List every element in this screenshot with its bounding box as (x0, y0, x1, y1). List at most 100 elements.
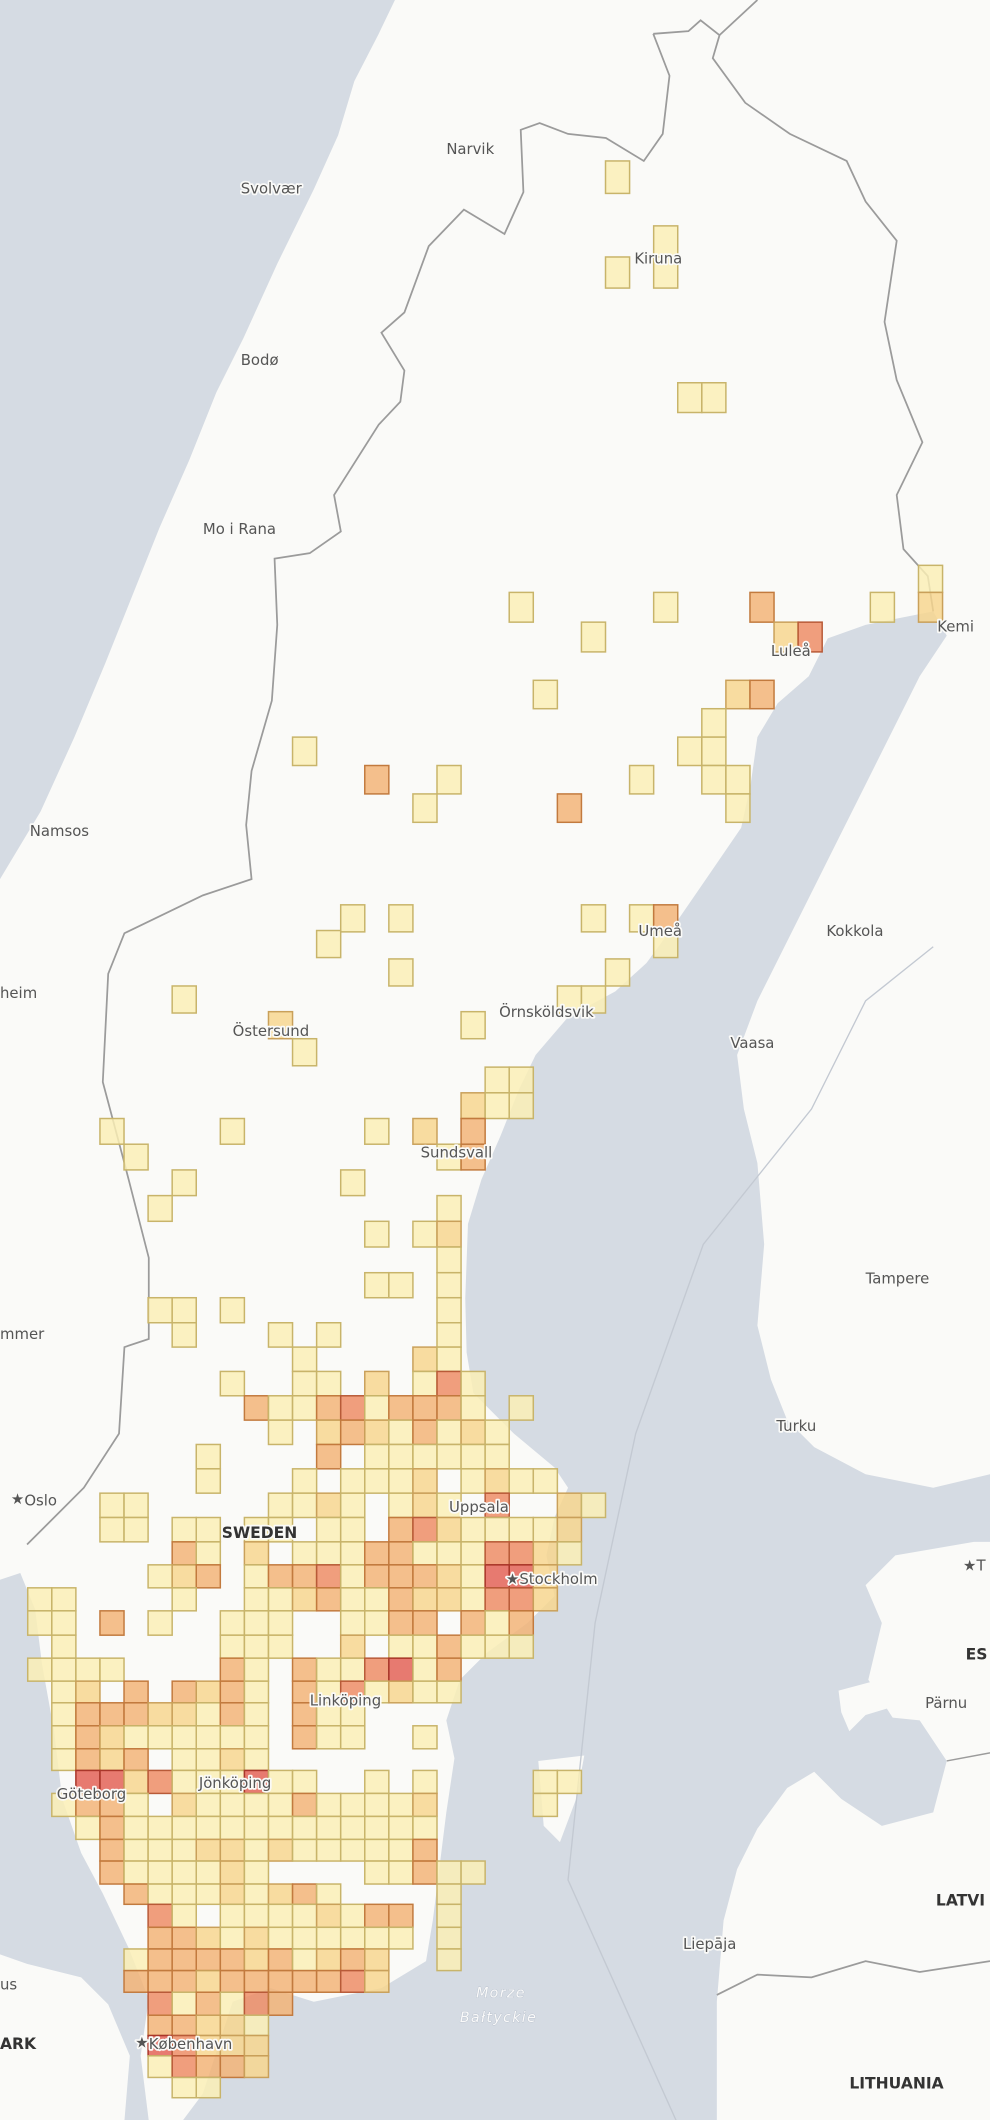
grid-cell (436, 1370, 462, 1397)
grid-cell (291, 736, 318, 767)
grid-cell (267, 1010, 294, 1040)
grid-cell (171, 1516, 197, 1543)
grid-cell (195, 1926, 222, 1950)
grid-cell (291, 1903, 318, 1929)
grid-cell (339, 1468, 366, 1494)
city-label: Örnsköldsvik (499, 1003, 594, 1021)
city-label: Tampere (865, 1270, 930, 1288)
grid-cell (26, 1610, 53, 1636)
grid-cell (243, 1564, 270, 1589)
grid-cell (219, 1903, 246, 1929)
grid-cell (436, 1903, 462, 1929)
grid-cell (364, 1419, 390, 1446)
grid-cell (171, 1838, 197, 1862)
grid-cell (99, 1657, 125, 1682)
grid-cell (195, 1838, 222, 1862)
grid-cell (267, 1991, 294, 2016)
grid-cell (219, 1969, 246, 1993)
grid-cell (147, 1610, 173, 1636)
skagerrak-kattegat (0, 1572, 149, 2120)
grid-cell (171, 1725, 197, 1750)
grid-cell (195, 1748, 222, 1772)
grid-cell (171, 1322, 197, 1348)
grid-cell (532, 1792, 559, 1818)
grid-cell (364, 1903, 390, 1929)
grid-cell (701, 764, 727, 795)
grid-cell (51, 1725, 77, 1750)
grid-cell (219, 1296, 246, 1324)
city-label: heim (0, 984, 37, 1002)
grid-cell (604, 160, 631, 195)
grid-cell (412, 1541, 438, 1566)
grid-cell (195, 1564, 222, 1589)
grid-cell (339, 1926, 366, 1950)
grid-cell (99, 1860, 125, 1885)
grid-cell (219, 2014, 246, 2037)
grid-cell (315, 1419, 342, 1446)
grid-cell (291, 1346, 318, 1373)
country-label: ARK (0, 2035, 37, 2053)
grid-cell (291, 1838, 318, 1862)
grid-cell (219, 1883, 246, 1906)
grid-cell (171, 1969, 197, 1993)
grid-cell (388, 1610, 414, 1636)
grid-cell (171, 1903, 197, 1929)
grid-cell (315, 1969, 342, 1993)
grid-cell (291, 1883, 318, 1906)
grid-cell (195, 1948, 222, 1972)
grid-cell (388, 1926, 414, 1950)
border-latvia-lithuania (716, 1960, 990, 1996)
grid-cell (147, 1725, 173, 1750)
grid-cell (556, 1541, 583, 1566)
grid-cell (171, 1769, 197, 1795)
grid-cell (628, 764, 655, 795)
grid-cell (580, 985, 607, 1014)
grid-cell (267, 1492, 294, 1519)
grid-cell (436, 1657, 462, 1682)
grid-cell (652, 256, 679, 289)
grid-cell (99, 1748, 125, 1772)
grid-cell (147, 1815, 173, 1841)
grid-cell (436, 1395, 462, 1421)
grid-cell (147, 2014, 173, 2037)
star-icon: ★ (506, 1570, 519, 1588)
grid-cell (219, 1926, 246, 1950)
grid-cell (171, 1860, 197, 1885)
grid-cell (460, 1587, 486, 1612)
grid-cell (364, 764, 390, 795)
grid-cell (604, 958, 631, 987)
grid-cell (219, 1657, 246, 1682)
grid-cell (388, 1271, 414, 1299)
grid-cell (364, 1468, 390, 1494)
grid-cell (484, 1468, 510, 1494)
grid-cell (123, 1838, 149, 1862)
city-label: Kokkola (826, 922, 883, 940)
grid-cell (99, 1610, 125, 1636)
grid-cell (99, 1117, 125, 1145)
grid-cell (388, 1541, 414, 1566)
grid-cell (869, 591, 896, 623)
grid-cell (75, 1725, 101, 1750)
grid-cell (364, 1117, 390, 1145)
grid-cell (388, 1815, 414, 1841)
city-label: Göteborg (57, 1785, 126, 1803)
grid-cell (412, 1860, 438, 1885)
grid-cell (315, 1516, 342, 1543)
grid-cell (243, 1587, 270, 1612)
border-estonia-latvia (946, 1752, 990, 1762)
grid-cell (315, 1725, 342, 1750)
grid-cell (51, 1702, 77, 1727)
grid-cell (508, 1468, 535, 1494)
grid-cell (532, 1541, 559, 1566)
maritime-boundary (567, 946, 934, 2120)
grid-cell (749, 591, 775, 623)
grid-cell (508, 1587, 535, 1612)
country-label: LITHUANIA (849, 2074, 943, 2092)
grid-cell (580, 621, 607, 653)
grid-cell (171, 1948, 197, 1972)
grid-cell (243, 1657, 270, 1682)
saaremaa-island (838, 1679, 909, 1732)
grid-cell (388, 1838, 414, 1862)
